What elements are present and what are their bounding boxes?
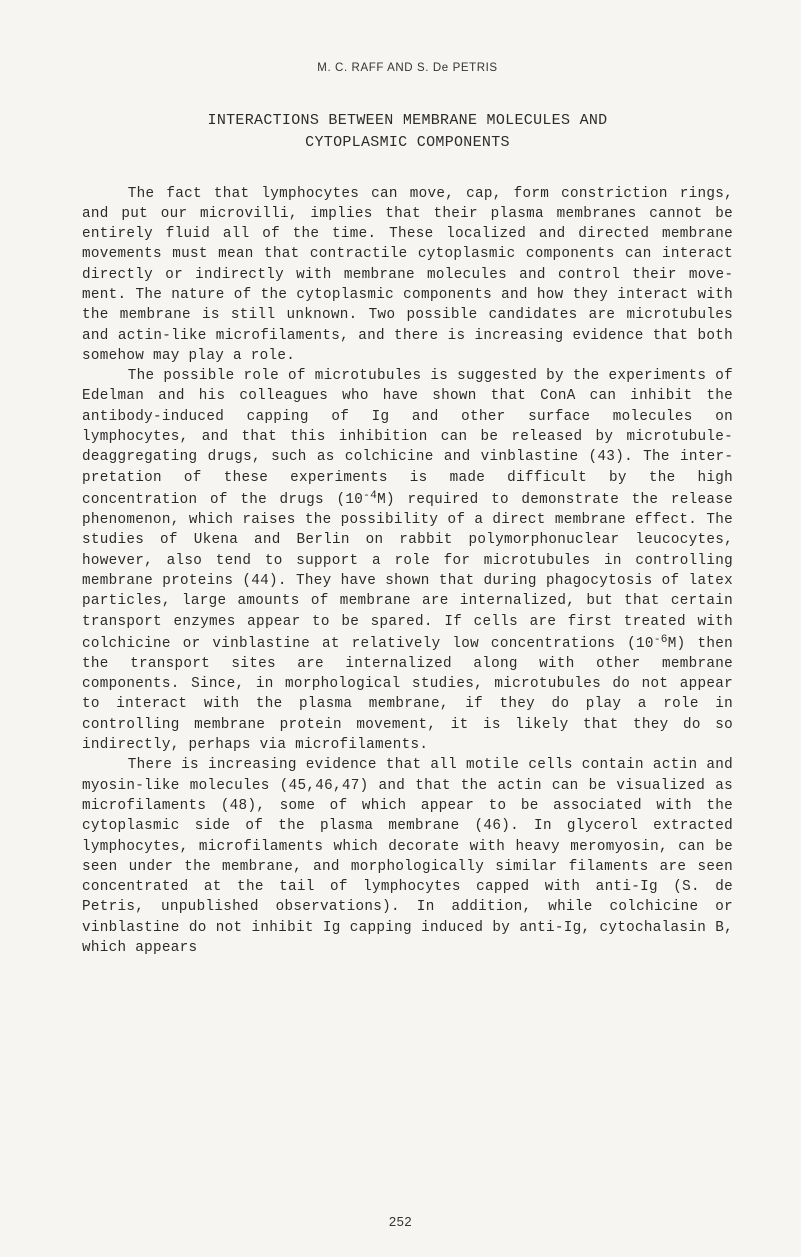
- exponent-1: -4: [363, 490, 377, 502]
- title-line-1: INTERACTIONS BETWEEN MEMBRANE MOLECULES …: [82, 110, 733, 132]
- section-title: INTERACTIONS BETWEEN MEMBRANE MOLECULES …: [82, 110, 733, 154]
- running-head: M. C. RAFF AND S. De PETRIS: [82, 62, 733, 74]
- p2-part-c: M) then the transport sites are internal…: [82, 636, 733, 753]
- paragraph-1: The fact that lymphocytes can move, cap,…: [82, 184, 733, 367]
- p2-part-a: The possible role of microtubules is sug…: [82, 368, 733, 508]
- p2-part-b: M) required to demonstrate the release p…: [82, 492, 733, 652]
- title-line-2: CYTOPLASMIC COMPONENTS: [82, 132, 733, 154]
- paragraph-2: The possible role of microtubules is sug…: [82, 366, 733, 755]
- body-text: The fact that lymphocytes can move, cap,…: [82, 184, 733, 959]
- exponent-2: -6: [654, 634, 668, 646]
- page: M. C. RAFF AND S. De PETRIS INTERACTIONS…: [0, 0, 801, 1257]
- page-number: 252: [0, 1214, 801, 1229]
- paragraph-3: There is increasing evidence that all mo…: [82, 755, 733, 958]
